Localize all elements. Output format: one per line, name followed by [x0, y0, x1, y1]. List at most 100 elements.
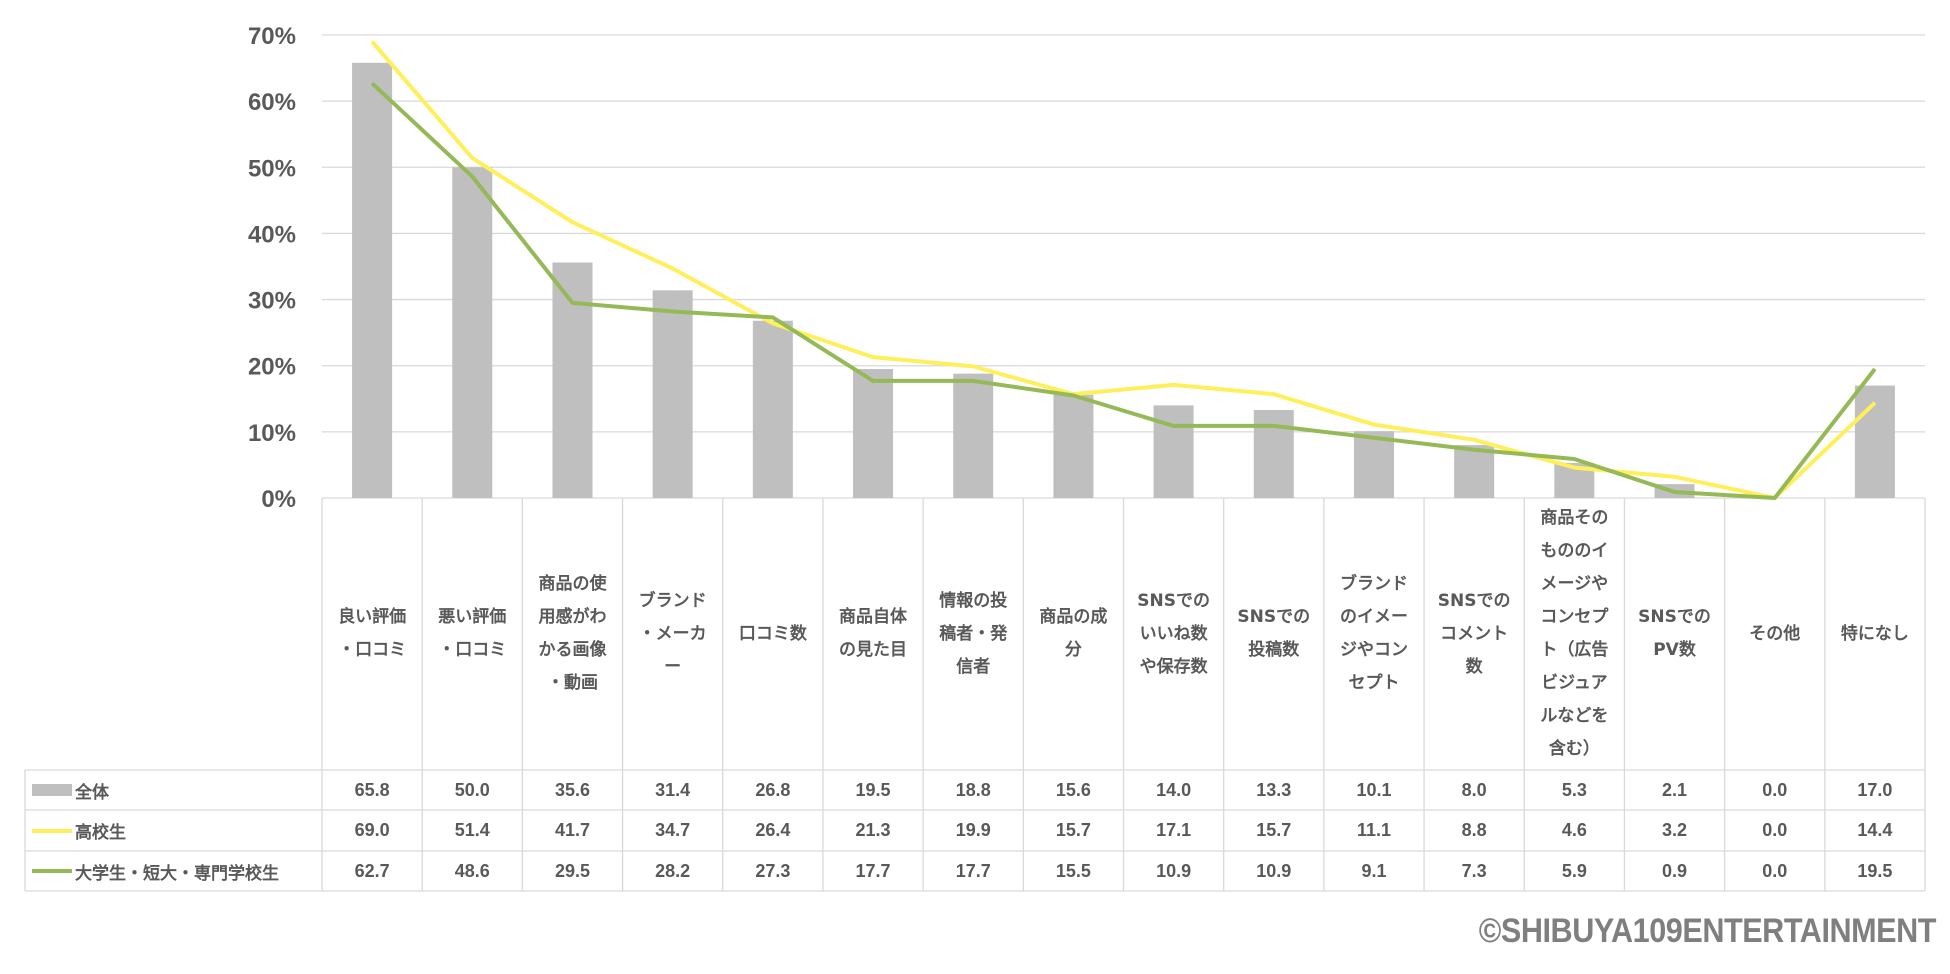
category-label: 特になし: [1825, 498, 1925, 770]
category-label-text: SNSでのPV数: [1638, 607, 1711, 660]
y-tick-label: 10%: [248, 420, 296, 447]
data-label: 26.8: [755, 779, 791, 800]
legend-entry: 大学生・短大・専門学校生: [25, 851, 322, 891]
bar-0-5: [853, 369, 894, 498]
bar-0-10: [1353, 431, 1394, 498]
legend-line-swatch: [32, 828, 72, 833]
copyright: ©SHIBUYA109ENTERTAINMENT: [1478, 912, 1937, 950]
category-label: 商品そのもののイメージやコンセプト（広告ビジュアルなどを含む）: [1524, 498, 1624, 770]
data-label: 14.4: [1857, 820, 1893, 840]
data-label: 18.8: [955, 779, 991, 800]
category-label-text: ブランド・メーカー: [638, 590, 707, 677]
y-tick-label: 70%: [248, 23, 296, 50]
data-label: 0.0: [1762, 779, 1788, 800]
category-label: ブランドのイメージやコンセプト: [1324, 498, 1424, 770]
category-label-text: 商品自体の見た目: [839, 607, 908, 660]
data-label: 14.0: [1156, 779, 1192, 800]
category-label: 口コミ数: [723, 498, 823, 770]
bar-0-0: [352, 62, 393, 498]
category-label: ブランド・メーカー: [623, 498, 723, 770]
legend-entry: 高校生: [25, 810, 322, 851]
category-label: 商品の成分: [1023, 498, 1123, 770]
data-label: 28.2: [655, 860, 691, 881]
data-label: 48.6: [454, 860, 490, 881]
data-label: 10.1: [1356, 779, 1392, 800]
y-tick-label: 0%: [261, 486, 296, 513]
data-label: 17.0: [1857, 779, 1893, 800]
data-label: 13.3: [1256, 779, 1292, 800]
bar-0-9: [1253, 410, 1294, 498]
legend-line-swatch: [32, 869, 72, 873]
data-label: 50.0: [454, 779, 490, 800]
data-label: 15.5: [1055, 860, 1091, 881]
data-label: 9.1: [1361, 860, 1387, 881]
data-label: 8.0: [1461, 779, 1487, 800]
category-label-text: 情報の投稿者・発信者: [939, 590, 1008, 677]
bar-0-8: [1153, 405, 1194, 498]
category-label: 良い評価・口コミ: [322, 498, 422, 770]
data-label: 4.6: [1561, 820, 1587, 840]
data-label: 3.2: [1662, 820, 1688, 840]
data-label: 69.0: [354, 820, 390, 840]
category-label-text: SNSでの投稿数: [1237, 607, 1311, 660]
category-label: SNSでのコメント数: [1424, 498, 1524, 770]
data-label: 15.7: [1256, 820, 1292, 840]
line-series-1: [370, 40, 1877, 500]
data-label: 15.6: [1055, 779, 1091, 800]
legend-label: 高校生: [75, 823, 126, 843]
category-label-text: 良い評価・口コミ: [338, 607, 407, 660]
data-label: 7.3: [1461, 860, 1487, 881]
bar-0-6: [953, 373, 994, 498]
y-tick-label: 30%: [248, 288, 296, 315]
category-label-text: その他: [1749, 623, 1801, 644]
data-label: 0.9: [1662, 860, 1688, 881]
category-label: 悪い評価・口コミ: [422, 498, 522, 770]
category-label: SNSでのPV数: [1624, 498, 1724, 770]
data-label: 11.1: [1356, 820, 1391, 840]
category-label: SNSでのいいね数や保存数: [1124, 498, 1224, 770]
data-label: 35.6: [554, 779, 590, 800]
legend-label: 全体: [75, 782, 109, 803]
legend-label: 大学生・短大・専門学校生: [75, 863, 279, 884]
data-label: 34.7: [655, 820, 691, 840]
legend-bar-swatch: [32, 784, 72, 796]
data-label: 5.3: [1561, 779, 1587, 800]
data-label: 19.5: [1857, 860, 1893, 881]
data-label: 19.5: [855, 779, 891, 800]
category-label: その他: [1725, 498, 1825, 770]
data-label: 31.4: [655, 779, 691, 800]
category-label-text: 口コミ数: [738, 623, 807, 644]
data-label: 10.9: [1156, 860, 1192, 881]
data-label: 0.0: [1762, 860, 1788, 881]
data-label: 5.9: [1561, 860, 1587, 881]
data-label: 8.8: [1461, 820, 1487, 840]
y-tick-label: 40%: [248, 221, 296, 248]
data-label: 62.7: [354, 860, 390, 881]
data-label: 27.3: [755, 860, 791, 881]
data-label: 26.4: [755, 820, 791, 840]
bar-0-4: [752, 320, 793, 498]
bar-0-15: [1854, 385, 1895, 498]
category-label: 商品の使用感がわかる画像・動画: [522, 498, 622, 770]
category-label: SNSでの投稿数: [1224, 498, 1324, 770]
line-series-2: [370, 81, 1877, 500]
data-label: 17.7: [955, 860, 991, 881]
data-label: 10.9: [1256, 860, 1292, 881]
category-label-text: SNSでのコメント数: [1437, 590, 1511, 677]
category-label-text: 悪い評価・口コミ: [438, 607, 507, 660]
category-label-text: SNSでのいいね数や保存数: [1137, 590, 1210, 677]
legend-entry: 全体: [25, 770, 322, 810]
data-label: 19.9: [955, 820, 991, 840]
bar-0-2: [552, 262, 593, 498]
data-label: 2.1: [1662, 779, 1688, 800]
category-label-text: 特になし: [1840, 623, 1909, 644]
bar-0-1: [452, 167, 493, 499]
chart: 0% 10% 20% 30% 40% 50% 60% 70%: [24, 23, 1926, 892]
bar-0-11: [1454, 445, 1495, 498]
category-label: 商品自体の見た目: [823, 498, 923, 770]
category-label: 情報の投稿者・発信者: [923, 498, 1023, 770]
data-label: 65.8: [354, 779, 390, 800]
data-label: 17.1: [1156, 820, 1192, 840]
data-label: 15.7: [1055, 820, 1091, 840]
data-label: 17.7: [855, 860, 891, 881]
